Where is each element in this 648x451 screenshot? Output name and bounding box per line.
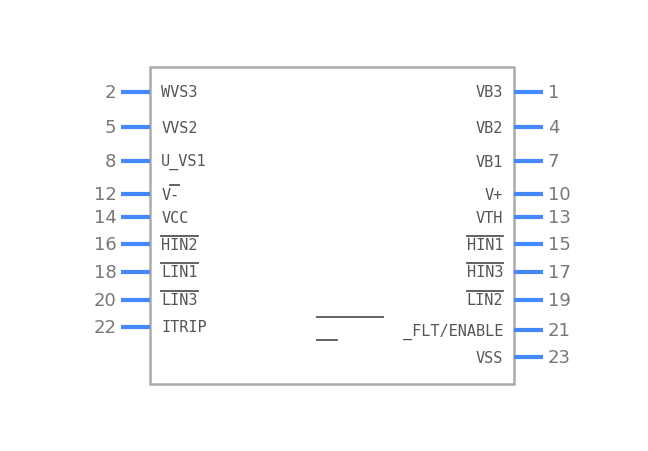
Text: 20: 20 [94,291,117,309]
Text: 17: 17 [548,263,571,281]
Text: 10: 10 [548,186,570,204]
Text: 4: 4 [548,119,559,137]
Text: WVS3: WVS3 [161,85,198,100]
Text: V+: V+ [485,187,503,202]
Text: 19: 19 [548,291,571,309]
Text: VSS: VSS [476,350,503,365]
Text: 5: 5 [105,119,117,137]
Text: 13: 13 [548,209,571,227]
Text: 14: 14 [93,209,117,227]
Text: 18: 18 [94,263,117,281]
Text: VB3: VB3 [476,85,503,100]
Text: 21: 21 [548,322,571,340]
Text: U_VS1: U_VS1 [161,154,207,170]
Text: VCC: VCC [161,210,189,225]
Text: 7: 7 [548,153,559,170]
Bar [150,68,514,385]
Text: LIN3: LIN3 [161,293,198,308]
Text: V-: V- [161,187,179,202]
Text: 23: 23 [548,349,571,367]
Text: 2: 2 [105,83,117,101]
Text: HIN1: HIN1 [467,237,503,252]
Text: VTH: VTH [476,210,503,225]
Text: 15: 15 [548,236,571,253]
Text: VB2: VB2 [476,120,503,135]
Text: 16: 16 [94,236,117,253]
Text: HIN2: HIN2 [161,237,198,252]
Text: 8: 8 [105,153,117,170]
Text: VB1: VB1 [476,154,503,169]
Text: _FLT/ENABLE: _FLT/ENABLE [402,322,503,339]
Text: LIN1: LIN1 [161,265,198,280]
Text: HIN3: HIN3 [467,265,503,280]
Text: VVS2: VVS2 [161,120,198,135]
Text: 22: 22 [93,318,117,336]
Text: 1: 1 [548,83,559,101]
Text: LIN2: LIN2 [467,293,503,308]
Text: ITRIP: ITRIP [161,319,207,334]
Text: 12: 12 [93,186,117,204]
